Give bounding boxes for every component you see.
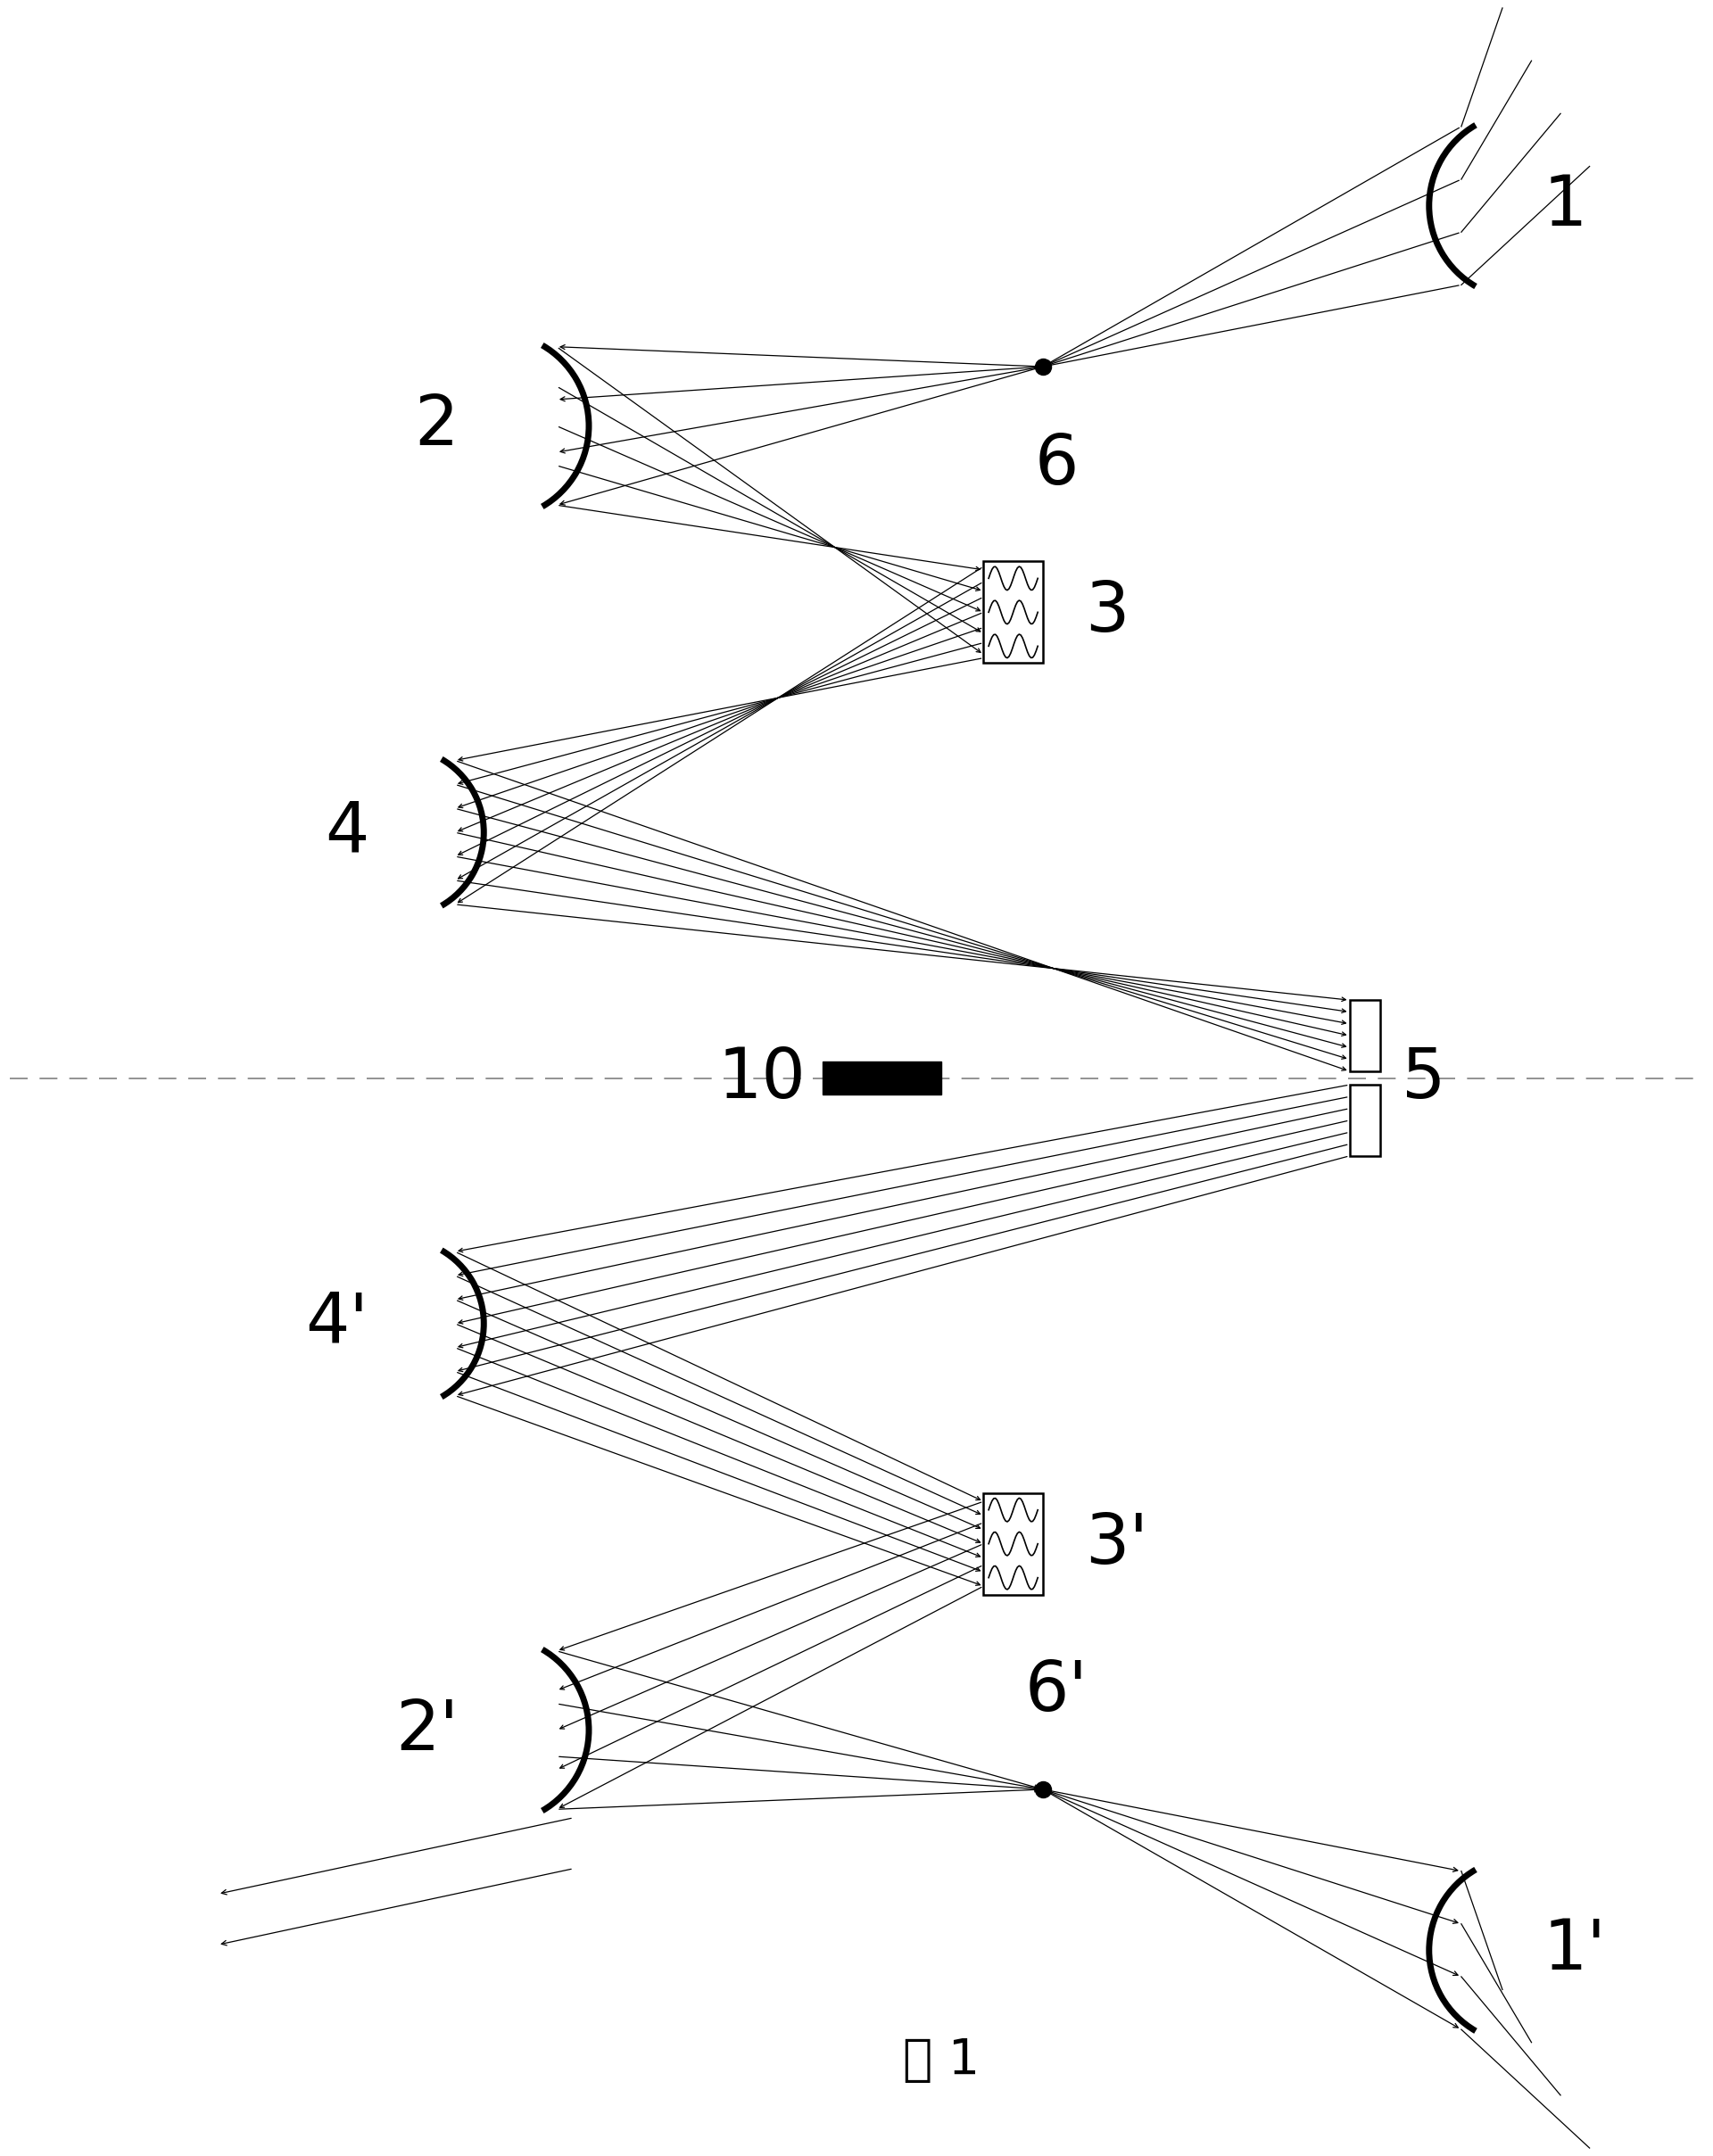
Text: 6: 6 xyxy=(1035,431,1079,498)
Bar xyxy=(822,1061,940,1095)
Text: 2': 2' xyxy=(396,1697,459,1764)
Bar xyxy=(983,561,1043,664)
Bar xyxy=(1350,1084,1381,1156)
Bar xyxy=(983,1492,1043,1595)
Text: 图 1: 图 1 xyxy=(903,2035,980,2085)
Text: 4: 4 xyxy=(324,798,368,867)
Text: 3: 3 xyxy=(1086,578,1129,647)
Text: 1: 1 xyxy=(1543,172,1586,239)
Text: 2: 2 xyxy=(415,392,459,459)
Text: 6': 6' xyxy=(1024,1658,1088,1725)
Text: 4': 4' xyxy=(305,1289,368,1358)
Text: 5: 5 xyxy=(1401,1044,1446,1112)
Text: 3': 3' xyxy=(1086,1509,1148,1578)
Bar xyxy=(1350,1000,1381,1072)
Text: 1': 1' xyxy=(1543,1917,1605,1984)
Text: 10: 10 xyxy=(718,1044,805,1112)
